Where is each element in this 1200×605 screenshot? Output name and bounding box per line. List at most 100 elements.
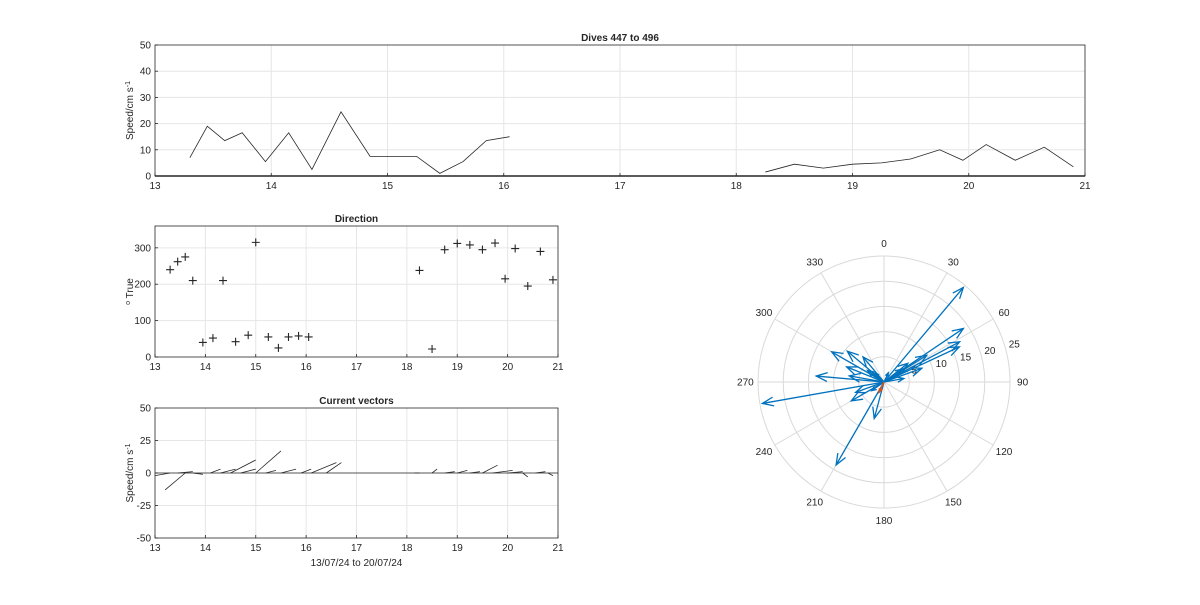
y-axis-label-text: Speed/cm s bbox=[125, 450, 136, 503]
current-stick bbox=[300, 468, 312, 474]
y-tick-label: -25 bbox=[137, 501, 152, 512]
current-vector-arrow-head bbox=[896, 376, 906, 383]
x-tick-label: 19 bbox=[847, 181, 859, 192]
polar-spoke bbox=[820, 272, 885, 383]
x-tick-label: 21 bbox=[552, 362, 564, 373]
current-vector-arrow bbox=[846, 366, 885, 383]
x-tick-label: 19 bbox=[452, 543, 464, 554]
theta-tick-label: 150 bbox=[945, 498, 962, 509]
y-tick-label: 0 bbox=[145, 469, 151, 480]
x-tick-label: 16 bbox=[498, 181, 510, 192]
direction-point bbox=[208, 334, 217, 343]
direction-panel: 13 14 15 16 17 18 19 20 21 0 100 200 300 Direction o T… bbox=[125, 214, 564, 373]
current-vector-arrow-head bbox=[947, 340, 962, 352]
current-vector-arrow bbox=[855, 381, 885, 393]
current-vector-arrow-head bbox=[951, 327, 965, 339]
current-stick bbox=[507, 471, 523, 474]
current-vector-arrow-head bbox=[884, 371, 890, 377]
direction-point bbox=[415, 266, 424, 275]
current-vector-arrow bbox=[873, 381, 885, 419]
current-stick bbox=[210, 468, 221, 474]
direction-point bbox=[440, 245, 449, 254]
axes-box bbox=[154, 407, 559, 539]
theta-tick-label: 60 bbox=[998, 308, 1010, 319]
current-vector-arrow-head bbox=[853, 384, 867, 394]
y-axis-label-text: Speed/cm s bbox=[125, 87, 136, 140]
theta-tick-label: 330 bbox=[806, 257, 823, 268]
current-vector-arrow bbox=[883, 377, 904, 383]
current-stick bbox=[444, 471, 455, 474]
current-stick bbox=[535, 471, 546, 474]
current-vector-arrow bbox=[871, 381, 885, 392]
speed-panel: 13 14 15 16 17 18 19 20 21 0 10 20 30 40 50 Dives 447 t… bbox=[125, 33, 1091, 192]
rose-panel: 0306090120150180210240270300330510152025 bbox=[737, 239, 1029, 527]
r-tick-label: 25 bbox=[1009, 339, 1021, 350]
x-tick-label: 20 bbox=[963, 181, 975, 192]
chart-title: Current vectors bbox=[319, 396, 394, 407]
current-vector-arrow bbox=[816, 375, 885, 383]
chart-title: Dives 447 to 496 bbox=[581, 33, 659, 44]
theta-tick-label: 30 bbox=[948, 257, 960, 268]
current-vector-arrow bbox=[835, 381, 885, 466]
current-stick bbox=[280, 468, 297, 474]
x-tick-label: 17 bbox=[351, 362, 363, 373]
current-stick bbox=[255, 450, 282, 474]
mean-vector-arrow-head bbox=[878, 388, 883, 395]
chart-title: Direction bbox=[335, 214, 378, 225]
current-stick bbox=[492, 470, 513, 474]
direction-point bbox=[511, 244, 520, 253]
x-tick-label: 15 bbox=[250, 543, 262, 554]
current-stick bbox=[431, 468, 438, 474]
current-vector-arrow-head bbox=[835, 452, 846, 467]
speed-series-line bbox=[189, 111, 510, 174]
x-tick-label: 15 bbox=[250, 362, 262, 373]
r-tick-label: 15 bbox=[960, 352, 972, 363]
vectors-panel: 13 14 15 16 17 18 19 20 21 -50 -25 0 25 50 Current vec… bbox=[125, 396, 564, 569]
y-tick-label: 50 bbox=[140, 404, 152, 415]
direction-point bbox=[173, 257, 182, 266]
direction-point bbox=[264, 332, 273, 341]
theta-tick-label: 120 bbox=[996, 447, 1013, 458]
current-stick bbox=[326, 462, 342, 474]
x-tick-label: 20 bbox=[502, 362, 514, 373]
y-tick-label: 100 bbox=[134, 316, 151, 327]
direction-point bbox=[166, 265, 175, 274]
x-tick-label: 15 bbox=[382, 181, 394, 192]
current-vector-arrow-head bbox=[866, 369, 875, 377]
polar-spoke bbox=[883, 381, 994, 446]
current-vector-arrow-head bbox=[849, 391, 864, 402]
current-stick bbox=[177, 471, 193, 474]
y-axis-label: o True bbox=[125, 278, 137, 305]
y-axis-label-text: True bbox=[125, 278, 136, 301]
direction-point bbox=[198, 338, 207, 347]
direction-point bbox=[219, 276, 228, 285]
y-tick-label: -50 bbox=[137, 534, 152, 545]
direction-point bbox=[188, 276, 197, 285]
current-stick bbox=[457, 470, 468, 474]
current-vector-arrow-head bbox=[844, 366, 859, 376]
current-vector-arrow bbox=[849, 375, 885, 383]
direction-point bbox=[294, 331, 303, 340]
x-tick-label: 18 bbox=[401, 543, 413, 554]
direction-point bbox=[428, 344, 437, 353]
axes-box bbox=[154, 44, 1086, 177]
x-tick-label: 14 bbox=[200, 543, 212, 554]
direction-point bbox=[453, 239, 462, 248]
current-vector-arrow bbox=[874, 372, 885, 383]
x-tick-label: 17 bbox=[614, 181, 626, 192]
y-tick-label: 0 bbox=[145, 353, 151, 364]
direction-point bbox=[523, 282, 532, 291]
x-tick-label: 13 bbox=[149, 181, 161, 192]
current-vector-arrow-head bbox=[861, 355, 874, 368]
y-axis-label-exponent: -1 bbox=[125, 81, 132, 87]
y-axis-label-prefix: o bbox=[125, 301, 132, 305]
x-tick-label: 17 bbox=[351, 543, 363, 554]
current-stick bbox=[522, 472, 529, 478]
x-tick-label: 14 bbox=[200, 362, 212, 373]
y-tick-label: 30 bbox=[140, 93, 152, 104]
current-vector-arrow-head bbox=[830, 350, 844, 362]
direction-point bbox=[465, 240, 474, 249]
current-vector-arrow bbox=[883, 286, 964, 383]
current-vector-arrow-head bbox=[947, 346, 961, 357]
current-vector-arrow-head bbox=[845, 350, 859, 363]
